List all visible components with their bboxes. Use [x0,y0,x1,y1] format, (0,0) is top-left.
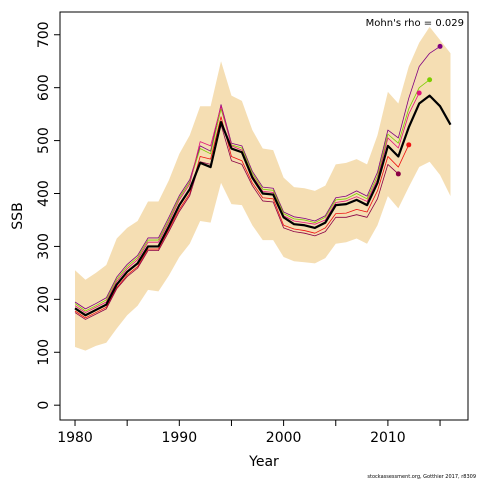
x-tick-label: 1980 [57,430,93,446]
y-tick-label: 200 [36,286,52,313]
y-tick-label: 100 [36,339,52,366]
annotation: Mohn's rho = 0.029 [366,18,464,29]
series-line [74,94,452,317]
y-tick-label: 600 [36,74,52,101]
x-tick-label: 2010 [370,430,406,446]
end-point [427,77,433,83]
plot-frame [59,11,469,421]
end-point [406,142,412,148]
series-line [74,124,399,320]
x-tick-label: 2000 [266,430,302,446]
x-axis-label: Year [248,454,279,470]
series-line [74,46,441,310]
y-tick-label: 300 [36,233,52,260]
end-point [437,43,443,49]
end-point [416,90,422,96]
y-tick-label: 0 [36,401,52,410]
x-tick-label: 1990 [161,430,197,446]
y-tick-label: 500 [36,127,52,154]
series-line [74,79,430,312]
end-point [395,171,401,177]
series-line [74,116,410,319]
footer: stockassessment.org, Gotthier 2017, r830… [367,474,476,480]
y-axis-label: SSB [10,202,26,229]
y-tick-label: 700 [36,21,52,48]
y-tick-label: 400 [36,180,52,207]
